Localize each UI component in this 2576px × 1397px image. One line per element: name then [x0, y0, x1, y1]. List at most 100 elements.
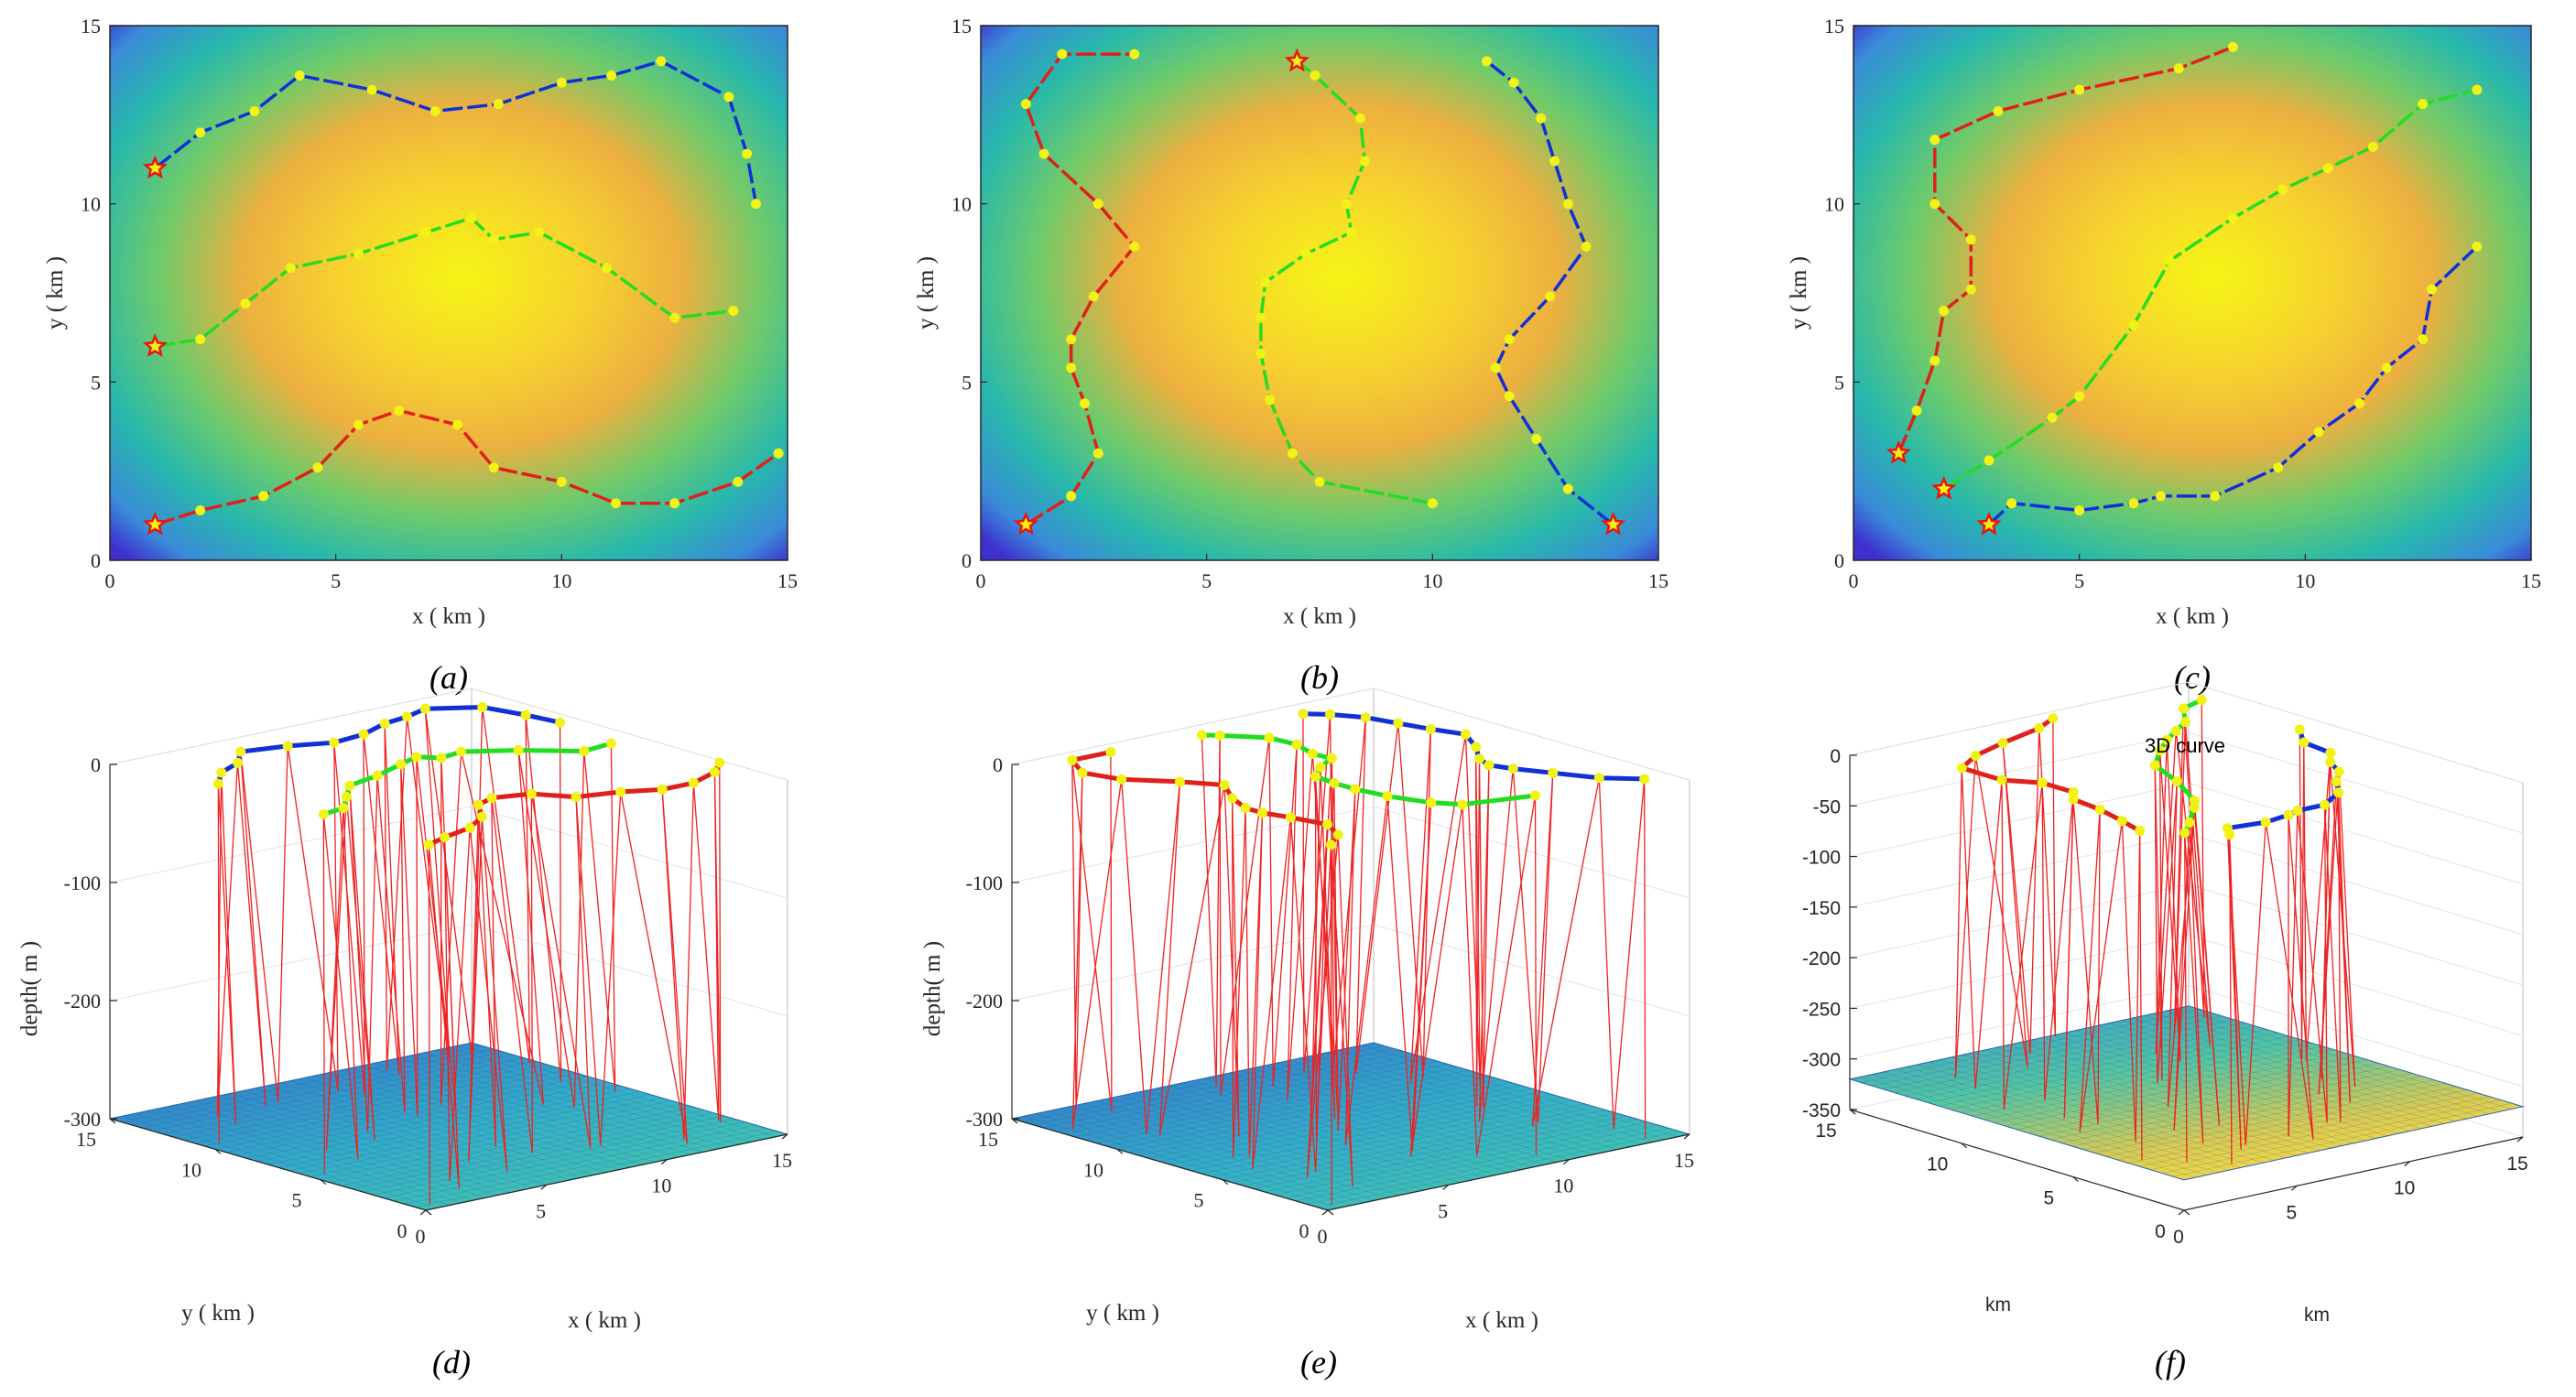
mooring-string — [386, 716, 408, 1070]
mesh-line — [1083, 1103, 1401, 1196]
mooring-string — [1409, 734, 1467, 1083]
waypoint-marker — [1307, 749, 1318, 760]
x-tick-mark — [419, 1209, 427, 1216]
y-axis-label: y ( km ) — [1086, 1301, 1159, 1326]
waypoint-marker — [2161, 734, 2172, 745]
y-tick-label: 10 — [1927, 1154, 1948, 1175]
waypoint-marker — [1581, 241, 1592, 252]
z-axis-label: depth( m ) — [17, 941, 42, 1036]
x-tick-label: 10 — [1422, 569, 1442, 592]
mesh-line — [1228, 1072, 1546, 1165]
mesh-line — [1132, 1093, 1449, 1186]
mooring-string — [491, 797, 533, 1153]
mooring-string — [400, 763, 406, 1113]
mooring-string — [287, 745, 339, 1091]
waypoint-marker — [2196, 695, 2207, 706]
mesh-line — [1024, 1115, 1341, 1208]
waypoint-marker — [1020, 99, 1031, 110]
waypoint-marker — [1460, 729, 1471, 740]
waypoint-marker — [473, 799, 484, 810]
waypoint-marker — [602, 263, 613, 274]
waypoint-marker — [1314, 476, 1325, 487]
waypoint-marker — [318, 808, 329, 819]
mesh-line — [1201, 1097, 1564, 1175]
axis-ticks: 0 5 10 15 0 5 10 15 — [81, 15, 798, 592]
mooring-string — [1954, 755, 1976, 1078]
mooring-string — [2303, 742, 2308, 1060]
waypoint-marker — [1350, 784, 1361, 795]
z-tick-label: -200 — [1802, 948, 1841, 969]
z-tick-label: 0 — [91, 753, 101, 776]
waypoint-marker — [1346, 227, 1357, 238]
waypoint-marker — [1287, 448, 1298, 459]
mesh-line — [1349, 1047, 1666, 1140]
waypoint-marker — [615, 786, 626, 797]
mesh-line — [1158, 1085, 1522, 1162]
axis-ticks: 0 -100 -200 -300 0 5 10 15 0 5 10 15 — [966, 753, 1694, 1248]
mooring-string — [1287, 753, 1313, 1101]
waypoint-marker — [534, 227, 545, 238]
panel-label: (d) — [432, 1344, 471, 1381]
mooring-string — [2097, 809, 2101, 1124]
z-tick-label: -350 — [1802, 1100, 1841, 1121]
mooring-string — [525, 714, 562, 1082]
waypoint-marker — [341, 791, 352, 802]
waypoint-marker — [285, 263, 296, 274]
mesh-line — [2150, 1096, 2490, 1171]
green-path-line — [155, 216, 734, 349]
waypoint-marker — [1425, 723, 1436, 734]
mooring-string — [1344, 796, 1388, 1146]
waypoint-marker — [1482, 56, 1493, 67]
mooring-string — [2029, 728, 2040, 1055]
waypoint-marker — [232, 757, 243, 768]
x-tick-mark — [781, 1133, 788, 1140]
mooring-string — [416, 756, 418, 1117]
x-axis-label: x ( km ) — [1283, 604, 1356, 629]
mesh-line — [1337, 1050, 1654, 1143]
axis-ticks: 0 5 10 15 0 5 10 15 — [1824, 15, 2541, 592]
x-tick-label: 0 — [976, 569, 986, 592]
mesh-line — [1036, 1113, 1353, 1206]
x-axis-label: x ( km ) — [1465, 1308, 1538, 1333]
mooring-string — [1219, 735, 1222, 1095]
mooring-string — [1232, 807, 1246, 1158]
waypoint-marker — [1260, 276, 1271, 287]
waypoint-marker — [1382, 791, 1393, 802]
waypoint-marker — [1057, 49, 1068, 60]
mooring-string — [240, 752, 266, 1107]
mooring-string — [2155, 731, 2177, 1054]
waypoint-marker — [329, 737, 340, 748]
waypoint-marker — [1531, 434, 1542, 445]
mooring-string — [384, 723, 388, 1070]
mooring-string — [1302, 713, 1305, 1074]
plot-frame — [109, 25, 788, 561]
mooring-string — [2135, 830, 2141, 1143]
mesh-line — [1241, 1070, 1558, 1163]
mooring-string — [366, 775, 378, 1132]
y-tick-label: 5 — [1194, 1189, 1204, 1212]
mooring-string — [221, 772, 237, 1124]
x-tick-mark — [2178, 1209, 2185, 1216]
mooring-string — [468, 805, 480, 1162]
mooring-string — [2063, 798, 2074, 1119]
mesh-line — [320, 1103, 683, 1180]
mooring-string — [1121, 779, 1147, 1134]
waypoint-marker — [2128, 498, 2139, 509]
x-tick-mark — [1562, 1159, 1570, 1165]
mesh-line — [1883, 1015, 2223, 1090]
mooring-strings — [1071, 713, 1647, 1205]
z-tick-label: -200 — [966, 990, 1003, 1013]
y-tick-label: 0 — [397, 1219, 408, 1242]
waypoint-marker — [1219, 780, 1230, 791]
x-tick-label: 0 — [2173, 1227, 2184, 1248]
mesh-line — [2041, 1037, 2376, 1139]
y-tick-label: 0 — [91, 549, 101, 572]
y-tick-mark — [1849, 1109, 1856, 1115]
mooring-string — [468, 817, 483, 1162]
mesh-line — [193, 1067, 557, 1143]
mesh-line — [162, 1057, 525, 1134]
waypoint-marker — [294, 70, 305, 81]
mooring-string — [2318, 781, 2338, 1095]
mesh-line — [1929, 1061, 2264, 1164]
